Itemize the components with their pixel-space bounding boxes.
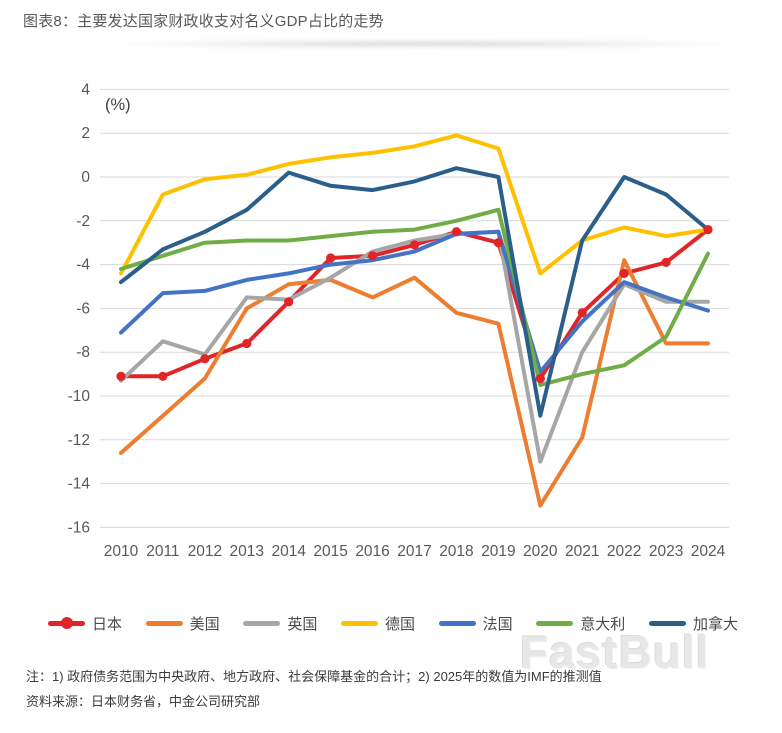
series-marker-japan xyxy=(703,224,713,235)
y-tick-label: -16 xyxy=(68,519,90,536)
legend-marker-dot-japan xyxy=(60,617,73,629)
y-tick-label: -10 xyxy=(68,388,91,405)
legend-swatch-usa xyxy=(145,620,183,626)
legend-swatch-canada xyxy=(648,620,686,626)
x-tick-label-2017: 2017 xyxy=(397,543,431,560)
fiscal-balance-line-chart: 4 2 0 -2 -4 -6 -8 -10 -12 -14 -16 2010 2011 2012 2013 2… xyxy=(68,81,729,560)
series-marker-japan xyxy=(577,308,587,318)
x-tick-label-2020: 2020 xyxy=(523,543,558,560)
series-marker-japan xyxy=(200,354,210,364)
series-marker-japan xyxy=(535,373,545,384)
legend-label-japan: 日本 xyxy=(92,615,123,633)
legend-label-uk: 英国 xyxy=(287,615,318,633)
x-tick-label-2014: 2014 xyxy=(271,543,306,560)
x-tick-label-2022: 2022 xyxy=(607,543,641,560)
series-marker-japan xyxy=(661,257,671,268)
series-marker-japan xyxy=(367,251,378,261)
y-tick-label: -4 xyxy=(76,257,90,274)
legend-label-italy: 意大利 xyxy=(580,615,626,633)
y-tick-label: 0 xyxy=(81,169,90,186)
x-tick-label-2013: 2013 xyxy=(230,543,264,560)
y-tick-label: -12 xyxy=(68,432,90,449)
x-tick-label-2016: 2016 xyxy=(355,543,389,560)
legend-label-germany: 德国 xyxy=(384,615,415,633)
series-line-canada xyxy=(119,166,710,418)
series-marker-japan xyxy=(326,253,336,263)
legend-item-italy: 意大利 xyxy=(536,613,625,634)
legend-item-france: 法国 xyxy=(438,613,513,634)
y-tick-label: -14 xyxy=(68,476,91,493)
y-tick-label: 4 xyxy=(81,81,90,98)
series-marker-japan xyxy=(158,371,168,381)
title-divider-shadow xyxy=(66,40,782,53)
series-marker-japan xyxy=(284,297,294,307)
y-tick-label: -8 xyxy=(76,344,90,361)
series-marker-japan xyxy=(493,238,503,248)
legend-swatch-france xyxy=(438,620,476,626)
chart-legend: 日本 美国 英国 德国 法国 意大利 加拿大 xyxy=(0,607,782,639)
x-tick-label-2011: 2011 xyxy=(146,543,179,560)
x-tick-label-2010: 2010 xyxy=(104,543,139,560)
legend-label-france: 法国 xyxy=(482,615,513,633)
x-tick-label-2019: 2019 xyxy=(481,543,515,560)
series-line-uk xyxy=(119,229,710,464)
series-marker-japan xyxy=(242,338,252,349)
legend-item-usa: 美国 xyxy=(145,613,220,634)
legend-swatch-italy xyxy=(536,620,574,626)
series-line-usa xyxy=(119,258,710,508)
x-tick-label-2023: 2023 xyxy=(649,543,683,560)
series-marker-japan xyxy=(451,227,462,237)
legend-item-uk: 英国 xyxy=(243,613,317,634)
chart-source: 资料来源：日本财务省，中金公司研究部 xyxy=(26,694,261,709)
legend-swatch-germany xyxy=(340,620,378,626)
x-tick-label-2015: 2015 xyxy=(313,543,347,560)
series-line-italy xyxy=(119,207,710,387)
fastbull-watermark: FastBull xyxy=(520,626,710,678)
y-tick-label: -2 xyxy=(76,213,90,230)
series-line-france xyxy=(119,229,710,374)
legend-item-canada: 加拿大 xyxy=(648,613,738,634)
series-line-germany xyxy=(119,133,710,276)
legend-item-germany: 德国 xyxy=(340,613,415,634)
x-tick-label-2018: 2018 xyxy=(439,543,473,560)
x-tick-label-2012: 2012 xyxy=(188,543,222,560)
series-marker-japan xyxy=(619,268,629,278)
legend-label-canada: 加拿大 xyxy=(692,615,738,633)
x-tick-label-2021: 2021 xyxy=(565,543,599,560)
x-tick-label-2024: 2024 xyxy=(691,543,726,560)
y-tick-label: -6 xyxy=(76,300,90,317)
axis-unit-label: (%) xyxy=(105,96,131,114)
legend-item-japan: 日本 xyxy=(48,613,122,634)
series-marker-japan xyxy=(116,371,126,381)
legend-label-usa: 美国 xyxy=(189,615,220,633)
y-tick-label: 2 xyxy=(81,125,90,142)
chart-note: 注：1) 政府债务范围为中央政府、地方政府、社会保障基金的合计；2) 2025年… xyxy=(26,669,602,684)
legend-swatch-uk xyxy=(243,620,281,626)
chart-notes: 注：1) 政府债务范围为中央政府、地方政府、社会保障基金的合计；2) 2025年… xyxy=(26,664,602,714)
legend-swatch-japan xyxy=(48,617,85,629)
chart-title: 图表8：主要发达国家财政收支对名义GDP占比的走势 xyxy=(23,13,384,30)
series-marker-japan xyxy=(409,240,420,250)
